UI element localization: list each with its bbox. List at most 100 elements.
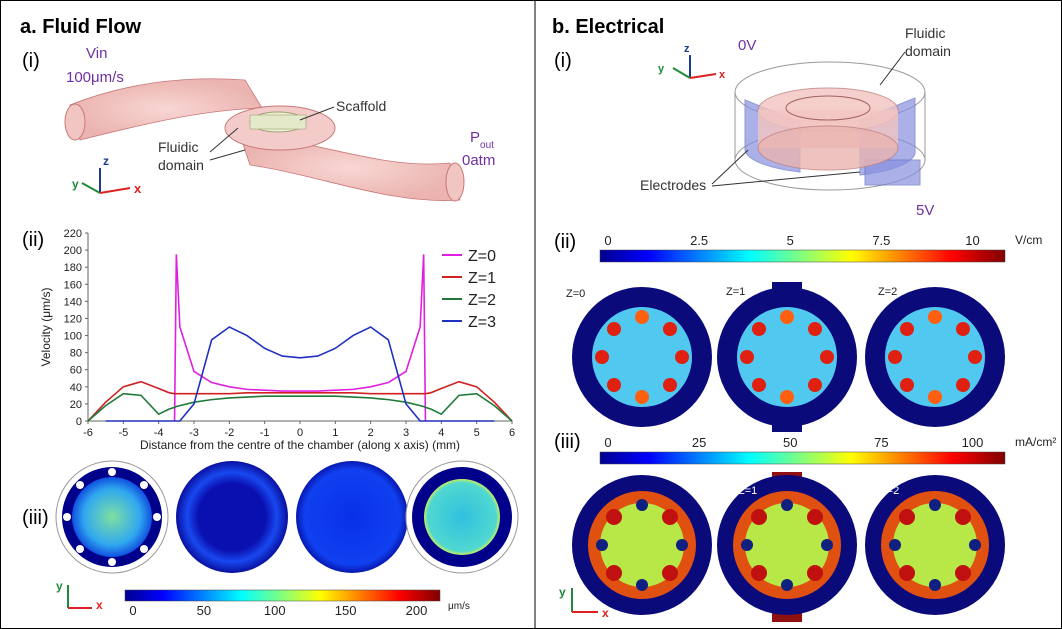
colorbar-tick: 200	[406, 603, 428, 618]
outlet-sub: out	[480, 140, 494, 151]
axis-name: x	[719, 69, 726, 81]
colorbar-tick: 7.5	[872, 233, 890, 248]
x-axis-label: Distance from the centre of the chamber …	[140, 438, 460, 452]
voltage-label: 5V	[916, 202, 934, 219]
colorbar-tick: 5	[787, 233, 794, 248]
y-tick-label: 160	[64, 279, 82, 291]
outlet-pressure: 0atm	[462, 152, 495, 169]
colorbar-gradient	[600, 250, 1005, 262]
outlet-label: Pout	[470, 129, 494, 151]
colorbar-tick: 2.5	[690, 233, 708, 248]
fluid-model	[65, 79, 464, 201]
colorbar-tick: 0	[604, 435, 611, 450]
y-tick-label: 40	[70, 382, 82, 394]
slice-label: Z=0	[564, 487, 583, 499]
axis-name: z	[103, 154, 109, 168]
inlet-velocity: 100μm/s	[66, 69, 124, 86]
colorbar-tick: 100	[962, 435, 984, 450]
slice-label: Z=2	[182, 459, 201, 471]
domain-label: domain	[905, 43, 951, 59]
colorbar-tick: 100	[264, 603, 286, 618]
axis-name: x	[96, 598, 103, 612]
axis-name: x	[134, 181, 142, 196]
axes-triad	[82, 168, 130, 193]
axis-name: y	[658, 63, 665, 75]
y-tick-label: 220	[64, 228, 82, 240]
colorbar-tick: 0	[129, 603, 136, 618]
slice-label: Z=2	[878, 286, 897, 298]
colorbar-tick: 75	[874, 435, 888, 450]
axis-name: x	[602, 606, 609, 620]
line-series	[106, 327, 495, 421]
slice-label: Z=1	[302, 459, 321, 471]
axis-name: z	[684, 43, 690, 55]
y-tick-label: 60	[70, 365, 82, 377]
part-label: (iii)	[554, 431, 581, 453]
inlet-label: Vin	[86, 45, 107, 62]
axis-name: y	[559, 585, 566, 599]
colorbar-tick: 10	[965, 233, 979, 248]
domain-label: domain	[158, 157, 204, 173]
part-label: (ii)	[554, 231, 576, 253]
current-slices	[572, 472, 1005, 622]
colorbar-gradient	[600, 452, 1005, 464]
field-slices	[572, 282, 1005, 432]
part-label: (ii)	[22, 229, 44, 251]
pointer	[210, 150, 245, 160]
y-tick-label: 20	[70, 399, 82, 411]
domain-label: Fluidic	[905, 25, 945, 41]
part-label: (i)	[22, 50, 40, 72]
y-tick-label: 140	[64, 296, 82, 308]
line-series	[88, 394, 512, 421]
scaffold-label: Scaffold	[336, 98, 386, 114]
y-tick-label: 0	[76, 416, 82, 428]
axes-triad	[673, 55, 716, 78]
outlet-main: P	[470, 129, 480, 146]
x-tick-label: 6	[509, 427, 515, 439]
slice-label: Z=0	[566, 288, 585, 300]
axis-name: y	[72, 177, 79, 191]
legend-label: Z=3	[468, 314, 496, 331]
y-tick-label: 120	[64, 313, 82, 325]
panel-title: a. Fluid Flow	[20, 16, 142, 38]
colorbar-unit: μm/s	[448, 601, 470, 612]
line-series	[88, 382, 512, 421]
colorbar-tick: 0	[604, 233, 611, 248]
part-label: (i)	[554, 50, 572, 72]
colorbar-tick: 50	[783, 435, 797, 450]
colorbar: 0 25 50 75 100 mA/cm²	[600, 435, 1056, 464]
pointer	[880, 52, 905, 85]
legend-label: Z=2	[468, 292, 496, 309]
y-tick-label: 100	[64, 331, 82, 343]
legend-label: Z=1	[468, 270, 496, 287]
colorbar-tick: 50	[197, 603, 211, 618]
figure: a. Fluid Flow (i) Vin 100μm/s Scaffold F…	[0, 0, 1062, 629]
axes-pair	[68, 585, 92, 608]
electrical-model	[735, 62, 925, 190]
axis-name: y	[56, 579, 63, 593]
slice-label: Z=2	[880, 485, 899, 497]
slice-label: Z=1	[738, 485, 757, 497]
panel-title: b. Electrical	[552, 16, 664, 38]
pointer	[712, 172, 860, 186]
x-tick-label: -5	[118, 427, 128, 439]
y-tick-label: 80	[70, 348, 82, 360]
electrode-label: Electrodes	[640, 177, 706, 193]
y-tick-label: 180	[64, 262, 82, 274]
colorbar: 0 2.5 5 7.5 10 V/cm	[600, 233, 1042, 262]
voltage-label: 0V	[738, 37, 756, 54]
x-tick-label: -6	[83, 427, 93, 439]
colorbar-tick: 150	[335, 603, 357, 618]
colorbar-unit: mA/cm²	[1015, 435, 1056, 449]
slice-label: Z=1	[726, 286, 745, 298]
x-tick-label: 5	[474, 427, 480, 439]
y-axis-label: Velocity (μm/s)	[39, 288, 53, 367]
velocity-slices	[56, 461, 518, 573]
colorbar-gradient	[125, 590, 440, 601]
part-label: (iii)	[22, 507, 49, 529]
y-tick-label: 200	[64, 245, 82, 257]
colorbar-unit: V/cm	[1015, 233, 1042, 247]
colorbar-tick: 25	[692, 435, 706, 450]
pointer	[712, 150, 748, 184]
legend-label: Z=0	[468, 248, 496, 265]
